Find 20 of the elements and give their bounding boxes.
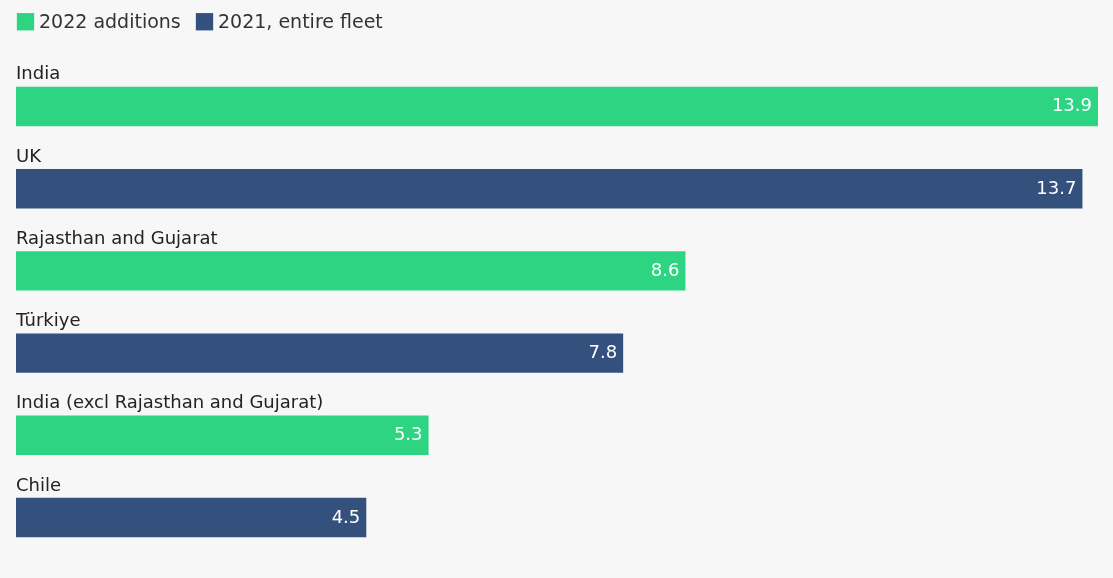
legend-label: 2022 additions (39, 9, 181, 32)
data-label: 13.9 (1051, 94, 1092, 116)
data-label: 5.3 (393, 423, 423, 445)
y-tick-label: Rajasthan and Gujarat (16, 226, 218, 248)
bar (16, 497, 367, 538)
legend-label: 2021, entire fleet (218, 9, 383, 32)
y-tick-label: India (16, 62, 61, 84)
data-label: 13.7 (1036, 176, 1077, 198)
y-tick-label: UK (16, 144, 43, 166)
data-label: 8.6 (650, 258, 680, 280)
bar (16, 86, 1098, 127)
bar (16, 168, 1083, 209)
bar (16, 251, 686, 291)
bar (16, 333, 624, 373)
bar (16, 415, 429, 456)
data-label: 4.5 (331, 505, 361, 527)
y-tick-label: Chile (16, 473, 62, 495)
y-tick-label: India (excl Rajasthan and Gujarat) (16, 391, 324, 413)
data-label: 7.8 (588, 341, 618, 363)
y-tick-label: Türkiye (15, 309, 81, 331)
